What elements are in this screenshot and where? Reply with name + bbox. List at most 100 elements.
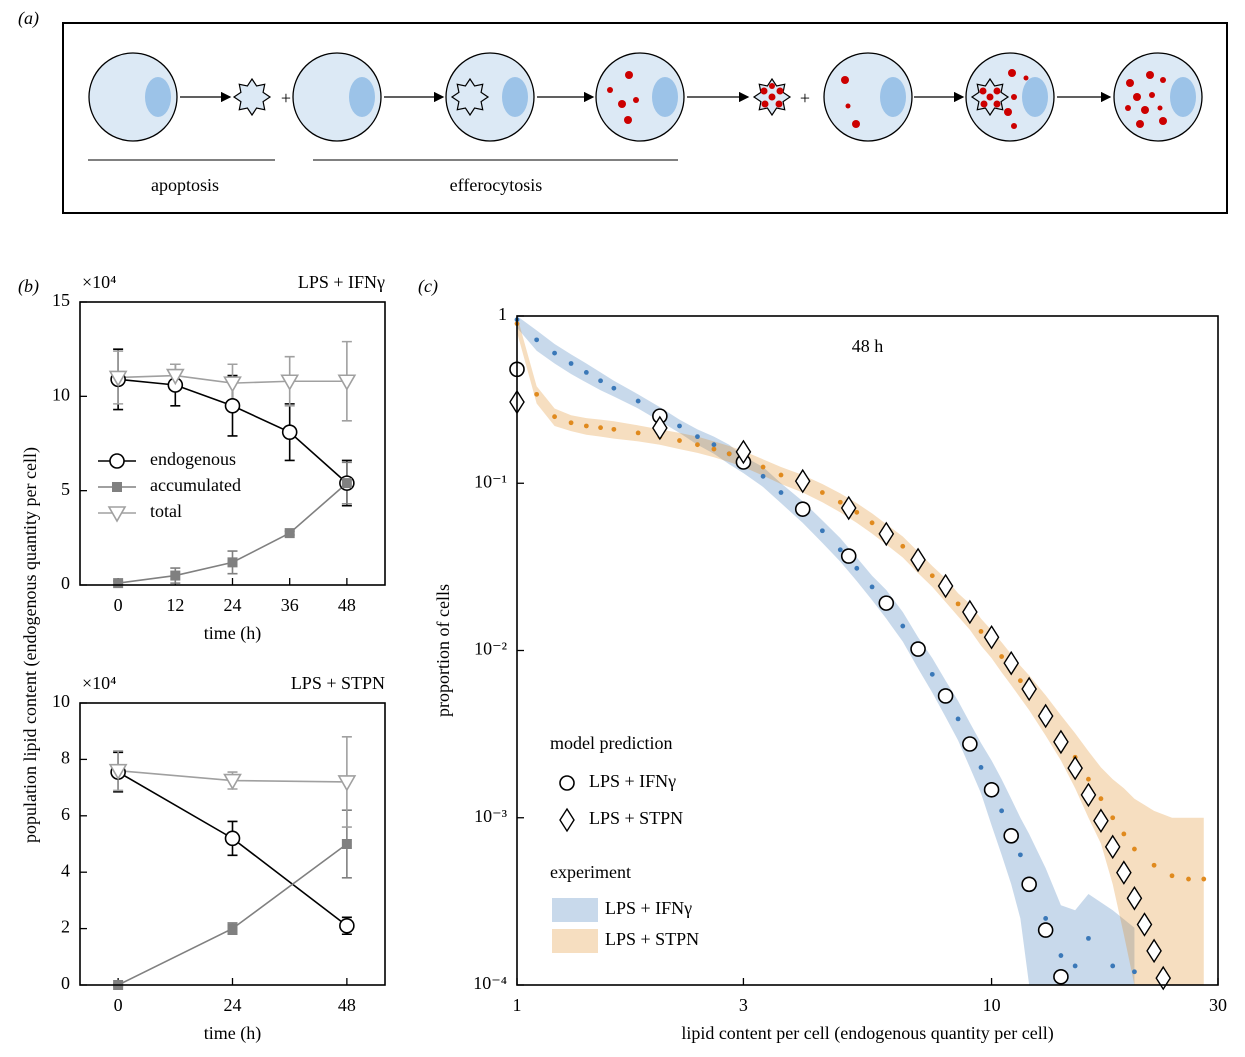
legend-label: endogenous (150, 449, 236, 469)
data-point (1110, 963, 1116, 969)
plot-frame (79, 301, 386, 586)
marker (1104, 834, 1121, 860)
data-point (978, 765, 984, 770)
marker (224, 397, 241, 414)
data-point (598, 425, 603, 431)
y-tick-label: 0 (61, 973, 70, 993)
data-point (869, 520, 875, 526)
marker (652, 415, 668, 441)
legend-label: LPS + IFNγ (589, 771, 676, 791)
band (517, 316, 1135, 985)
marker (337, 374, 357, 391)
marker (937, 573, 954, 599)
data-point (900, 623, 906, 629)
marker (165, 368, 185, 386)
data-point (1169, 873, 1175, 879)
y-tick-label: 2 (61, 917, 70, 937)
data-point (635, 398, 641, 404)
marker (1053, 729, 1069, 755)
x-tick-label: 24 (224, 995, 242, 1015)
nucleus (145, 77, 171, 117)
data-point (1186, 876, 1191, 882)
data-point (695, 434, 700, 440)
legend-swatch (552, 898, 598, 922)
data-point (726, 451, 732, 457)
y-tick-label: 10 (52, 384, 70, 404)
data-point (635, 430, 641, 436)
y-tick-label: 8 (61, 748, 70, 768)
y-tick-label: 10 (52, 691, 70, 711)
data-point (611, 385, 617, 391)
data-point (1098, 796, 1104, 802)
legend-label: LPS + STPN (589, 808, 683, 828)
data-point (568, 420, 574, 426)
x-tick-label: 24 (224, 595, 242, 615)
marker (281, 424, 298, 440)
marker (937, 688, 954, 704)
marker (284, 528, 295, 539)
marker (840, 495, 857, 521)
y-tick-label: 5 (61, 479, 70, 499)
marker (1037, 922, 1054, 938)
data-point (598, 378, 603, 384)
marker (878, 521, 895, 547)
data-point (837, 499, 843, 505)
plus-sign: + (281, 88, 291, 108)
data-point (1132, 846, 1137, 852)
y-tick-label: 10⁻¹ (474, 471, 507, 491)
stage-label: apoptosis (151, 175, 219, 195)
legend-label: LPS + STPN (605, 929, 699, 949)
data-point (1058, 953, 1064, 958)
nucleus (880, 77, 906, 117)
lipid-droplets (607, 71, 639, 124)
marker (1037, 703, 1054, 729)
band (517, 316, 1204, 985)
data-point (711, 446, 717, 452)
marker (983, 624, 1000, 650)
lipid-droplets (1125, 71, 1167, 128)
marker (108, 370, 128, 388)
marker (1146, 938, 1162, 964)
x-tick-label: 3 (739, 995, 748, 1015)
cell (88, 52, 178, 142)
marker (223, 773, 242, 791)
plot-frame (79, 702, 386, 986)
legend-label: total (150, 501, 182, 521)
marker (794, 501, 811, 517)
x-tick-label: 10 (983, 995, 1001, 1015)
y-tick-label: 15 (52, 290, 70, 310)
cell (823, 52, 913, 142)
marker (223, 376, 242, 393)
data-point (677, 438, 682, 443)
data-point (711, 442, 717, 448)
marker (224, 830, 241, 847)
chart-title: LPS + STPN (291, 673, 385, 693)
diagram-frame (62, 22, 1228, 214)
data-point (1086, 935, 1091, 941)
data-point (900, 543, 906, 549)
data-point (1086, 776, 1091, 782)
marker (113, 578, 124, 589)
data-point (677, 423, 682, 429)
cell (445, 52, 535, 142)
data-point (695, 442, 700, 448)
x-tick-label: 0 (114, 995, 123, 1015)
data-point (1017, 852, 1023, 858)
data-point (1043, 916, 1049, 921)
data-point (760, 464, 766, 470)
x-axis-label: time (h) (204, 623, 261, 644)
x-axis-label: time (h) (204, 1023, 261, 1044)
panel-label: (a) (18, 8, 39, 29)
x-tick-label: 1 (513, 995, 522, 1015)
plus-sign: + (800, 88, 810, 108)
lipid-droplets (760, 83, 784, 108)
lipid-droplets (979, 69, 1029, 129)
data-point (778, 490, 784, 495)
y-multiplier: ×10⁴ (82, 673, 116, 693)
data-point (854, 509, 860, 515)
marker (1126, 885, 1143, 911)
panel-label: (c) (418, 276, 438, 297)
data-point (552, 350, 557, 356)
cell (292, 52, 382, 142)
